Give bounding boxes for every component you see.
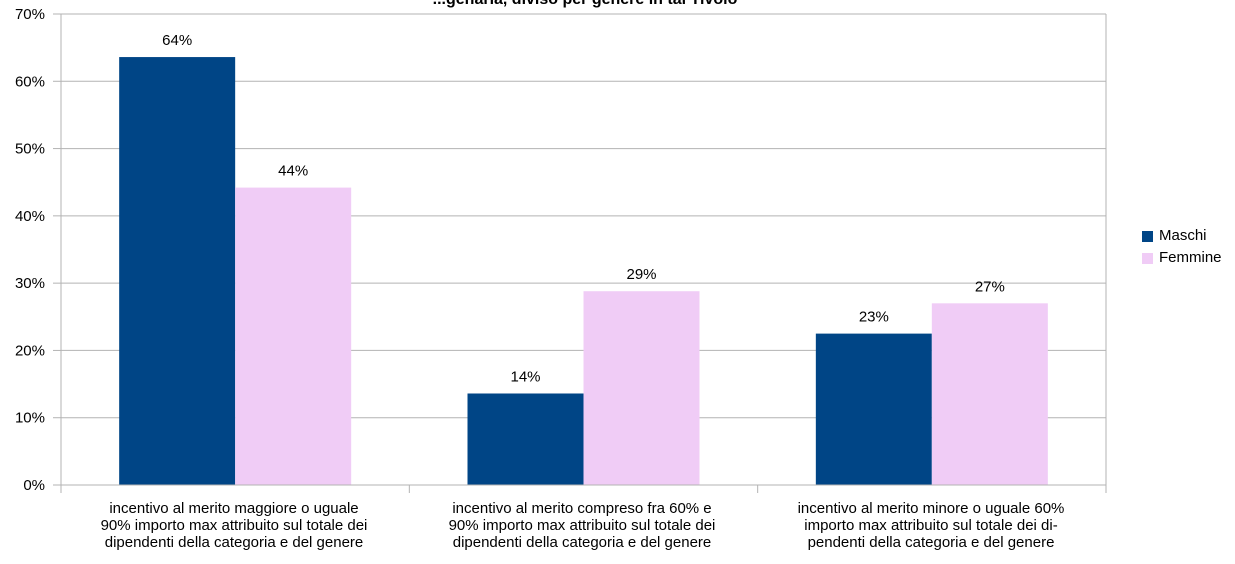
- category-label-line: dipendenti della categoria e del genere: [452, 534, 712, 551]
- legend-item-maschi: Maschi: [1142, 225, 1222, 247]
- category-label-line: incentivo al merito maggiore o uguale: [109, 500, 359, 517]
- data-label: 64%: [162, 32, 192, 49]
- legend-item-femmine: Femmine: [1142, 247, 1222, 269]
- axes: [60, 13, 1107, 493]
- y-tick-label: 40%: [15, 208, 45, 225]
- category-label-line: dipendenti della categoria e del genere: [104, 534, 364, 551]
- chart-title: ...genaria, diviso per genere in tal Tiv…: [433, 0, 738, 8]
- bar: [931, 303, 1048, 485]
- bar: [235, 187, 352, 485]
- data-label: 23%: [859, 309, 889, 326]
- bar: [119, 57, 236, 485]
- legend-label-maschi: Maschi: [1159, 227, 1207, 244]
- y-tick-label: 70%: [15, 6, 45, 23]
- y-tick-label: 60%: [15, 73, 45, 90]
- y-tick-label: 50%: [15, 141, 45, 158]
- y-tick-label: 0%: [23, 477, 45, 494]
- y-tick-label: 30%: [15, 275, 45, 292]
- legend-label-femmine: Femmine: [1159, 249, 1222, 266]
- category-label-0: incentivo al merito maggiore o uguale 90…: [69, 500, 399, 551]
- y-axis-ticks: 0% 10% 20% 30% 40% 50% 60% 70%: [15, 6, 45, 494]
- category-label-line: 90% importo max attribuito sul totale de…: [100, 517, 368, 534]
- data-labels: 64% 44% 14% 29% 23% 27%: [162, 32, 1005, 385]
- data-label: 44%: [278, 163, 308, 180]
- category-label-1: incentivo al merito compreso fra 60% e 9…: [417, 500, 747, 551]
- category-label-line: incentivo al merito minore o uguale 60%: [797, 500, 1065, 517]
- bar: [467, 393, 584, 485]
- legend: Maschi Femmine: [1142, 225, 1222, 269]
- data-label: 27%: [975, 278, 1005, 295]
- legend-swatch-femmine: [1142, 252, 1153, 264]
- bar: [583, 291, 700, 485]
- data-label: 29%: [626, 266, 656, 283]
- y-tick-label: 20%: [15, 342, 45, 359]
- category-label-2: incentivo al merito minore o uguale 60% …: [766, 500, 1096, 551]
- y-tick-label: 10%: [15, 410, 45, 427]
- category-label-line: importo max attribuito sul totale dei di…: [804, 517, 1058, 534]
- bars: [119, 57, 1048, 485]
- category-label-line: pendenti della categoria e del genere: [807, 534, 1055, 551]
- data-label: 14%: [510, 368, 540, 385]
- bar: [815, 333, 932, 485]
- category-label-line: 90% importo max attribuito sul totale de…: [448, 517, 716, 534]
- legend-swatch-maschi: [1142, 230, 1153, 242]
- category-label-line: incentivo al merito compreso fra 60% e: [452, 500, 712, 517]
